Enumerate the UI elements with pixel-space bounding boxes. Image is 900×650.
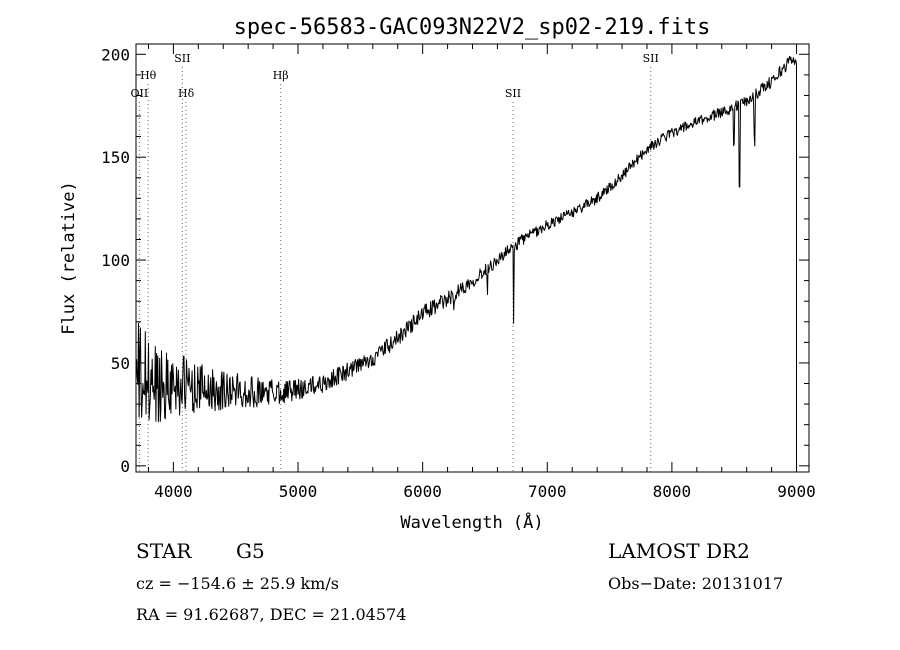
plot-frame (135, 43, 810, 473)
y-tick-label: 50 (111, 354, 130, 373)
x-tick-label: 8000 (653, 482, 692, 501)
x-axis-label: Wavelength (Å) (400, 511, 543, 533)
sky-coordinates: RA = 91.62687, DEC = 21.04574 (136, 605, 406, 624)
spectral-line-label: Hδ (178, 87, 195, 100)
spectrum-line (135, 55, 797, 470)
spectrum-info: STAR G5 LAMOST DR2 cz = −154.6 ± 25.9 km… (136, 539, 783, 624)
survey-name: LAMOST DR2 (608, 539, 750, 563)
y-axis-ticks: 0 50 100 150 200 (101, 45, 809, 476)
x-tick-label: 6000 (403, 482, 442, 501)
x-tick-label: 7000 (528, 482, 567, 501)
spectral-line-label: SII (174, 52, 190, 65)
chart-title: spec-56583-GAC093N22V2_sp02-219.fits (234, 15, 711, 40)
x-tick-label: 5000 (279, 482, 318, 501)
spectral-line-label: SII (643, 52, 659, 65)
y-tick-label: 200 (101, 45, 130, 64)
y-tick-label: 0 (120, 457, 130, 476)
observation-date: Obs−Date: 20131017 (608, 574, 783, 593)
x-axis-ticks: 4000 5000 6000 7000 8000 9000 (147, 44, 816, 501)
y-axis-label: Flux (relative) (59, 181, 79, 335)
object-subclass: G5 (236, 539, 265, 563)
plot-area-border (135, 43, 810, 473)
spectral-line-label: SII (505, 87, 521, 100)
x-tick-label: 9000 (777, 482, 816, 501)
spectral-line-markers: OII Hθ SII Hδ Hβ SII SII (131, 52, 659, 472)
spectral-line-label: Hβ (273, 69, 289, 82)
spectral-line-label: Hθ (140, 69, 157, 82)
spectral-line-label: OII (131, 87, 149, 100)
redshift-velocity: cz = −154.6 ± 25.9 km/s (136, 574, 339, 593)
object-class: STAR (136, 539, 192, 563)
y-tick-label: 100 (101, 251, 130, 270)
y-tick-label: 150 (101, 148, 130, 167)
x-tick-label: 4000 (154, 482, 193, 501)
